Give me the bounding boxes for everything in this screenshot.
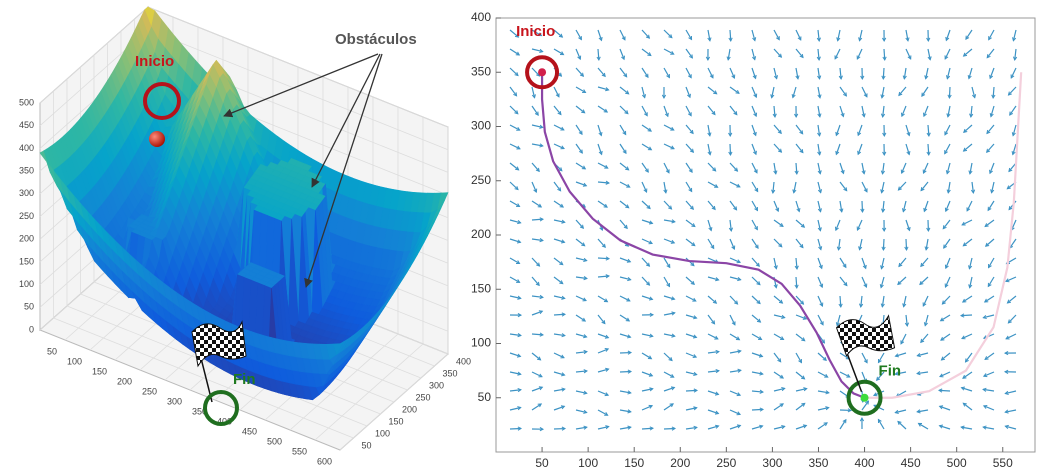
x-tick-label: 250 [142,386,157,396]
y-tick-label: 100 [375,428,390,438]
x-tick-label: 150 [92,366,107,376]
goal-label: Fin [233,371,256,388]
x-tick-label: 50 [47,346,57,356]
x-tick-label: 300 [762,456,782,470]
x-tick-label: 250 [716,456,736,470]
x-tick-label: 450 [901,456,921,470]
x-tick-label: 300 [167,396,182,406]
y-tick-label: 50 [478,390,492,404]
y-tick-label: 200 [402,404,417,414]
start-label: Inicio [516,23,555,40]
x-tick-label: 150 [624,456,644,470]
z-tick-label: 500 [19,97,34,107]
start-ball [149,131,165,147]
y-tick-label: 250 [471,173,491,187]
x-tick-label: 50 [535,456,549,470]
x-tick-label: 400 [855,456,875,470]
y-tick-label: 200 [471,227,491,241]
y-tick-label: 400 [456,356,471,366]
x-tick-label: 550 [993,456,1013,470]
x-tick-label: 350 [808,456,828,470]
right-axes [496,18,1035,452]
goal-label: Fin [879,363,902,380]
z-tick-label: 300 [19,188,34,198]
y-tick-label: 150 [389,416,404,426]
y-tick-label: 350 [443,368,458,378]
z-tick-label: 450 [19,120,34,130]
z-tick-label: 200 [19,234,34,244]
y-tick-label: 350 [471,64,491,78]
x-tick-label: 200 [117,376,132,386]
x-tick-label: 200 [670,456,690,470]
z-tick-label: 350 [19,165,34,175]
start-label: Inicio [135,53,174,70]
z-tick-label: 0 [29,324,34,334]
y-tick-label: 50 [362,440,372,450]
z-tick-label: 100 [19,279,34,289]
x-tick-label: 450 [242,426,257,436]
z-tick-label: 250 [19,211,34,221]
start-point [538,68,546,76]
y-tick-label: 250 [416,392,431,402]
figure: 0501001502002503003504004505005010015020… [0,0,1052,472]
z-tick-label: 400 [19,143,34,153]
obstacles-label: Obstáculos [335,31,417,48]
z-tick-label: 150 [19,256,34,266]
x-tick-label: 550 [292,446,307,456]
y-tick-label: 100 [471,336,491,350]
x-tick-label: 100 [578,456,598,470]
y-tick-label: 300 [471,119,491,133]
x-tick-label: 500 [947,456,967,470]
z-tick-label: 50 [24,302,34,312]
x-tick-label: 500 [267,436,282,446]
x-tick-label: 600 [317,456,332,466]
x-tick-label: 100 [67,356,82,366]
y-tick-label: 300 [429,380,444,390]
y-tick-label: 400 [471,10,491,24]
goal-point [861,394,869,402]
y-tick-label: 150 [471,281,491,295]
